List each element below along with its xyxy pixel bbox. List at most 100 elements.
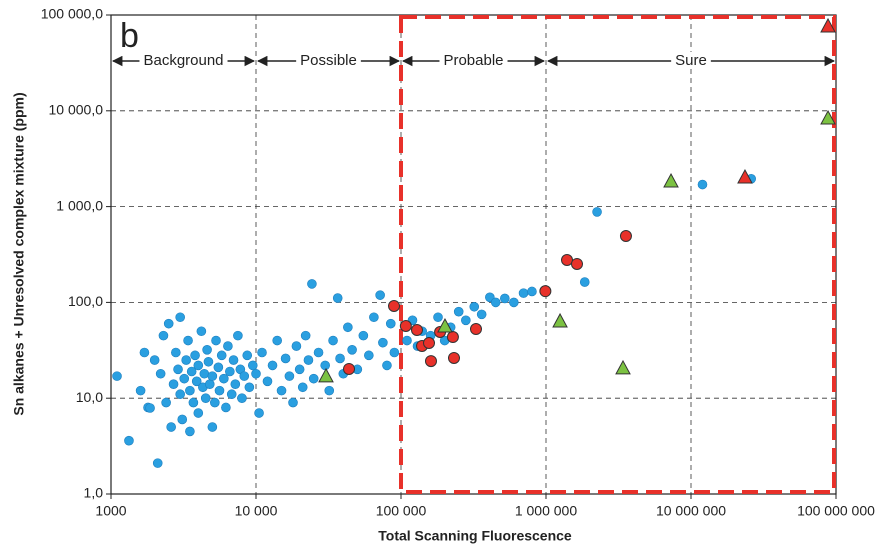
point <box>469 323 482 336</box>
y-tick-label: 100,0 <box>68 293 103 309</box>
point <box>461 315 471 326</box>
y-tick-label: 100 000,0 <box>41 6 103 22</box>
point <box>244 382 255 393</box>
triangle-point <box>663 172 679 188</box>
region-label-bg <box>439 51 508 69</box>
point <box>378 337 388 348</box>
point <box>284 371 295 381</box>
point <box>204 379 215 390</box>
point <box>228 355 239 365</box>
point <box>297 382 308 393</box>
x-tick-label: 1000 <box>95 503 126 519</box>
point <box>213 362 224 373</box>
point <box>500 293 510 304</box>
point <box>328 335 338 346</box>
x-tick-label: 10 000 <box>235 503 278 519</box>
point <box>200 393 211 404</box>
point <box>181 355 191 365</box>
point <box>276 385 287 396</box>
point <box>185 426 195 437</box>
point <box>453 306 464 317</box>
region-label: Background <box>143 52 223 69</box>
point <box>223 341 233 351</box>
point <box>247 360 258 371</box>
point <box>233 330 243 341</box>
region-label: Possible <box>300 52 357 69</box>
point <box>199 368 210 379</box>
point <box>469 301 480 312</box>
triangle-point <box>437 317 453 333</box>
y-tick-label: 10 000,0 <box>49 102 104 118</box>
point <box>267 360 278 371</box>
point <box>518 288 529 298</box>
point <box>193 360 204 371</box>
point <box>619 230 632 243</box>
point <box>294 364 305 375</box>
point <box>358 330 369 341</box>
point <box>410 324 423 337</box>
point <box>399 320 412 333</box>
point <box>402 335 412 346</box>
point <box>207 422 218 432</box>
x-tick-label: 1 000 000 <box>515 503 577 519</box>
point <box>424 355 437 368</box>
point <box>225 366 235 377</box>
point <box>179 373 190 384</box>
point <box>239 371 250 381</box>
point <box>308 373 319 384</box>
region-label: Sure <box>675 52 707 69</box>
point <box>389 347 400 358</box>
point <box>320 360 330 371</box>
panel-label: b <box>120 17 139 55</box>
point <box>375 290 385 300</box>
region-label-bg <box>139 51 228 69</box>
plot-frame <box>110 14 837 495</box>
point <box>242 350 253 361</box>
point <box>369 312 379 323</box>
point <box>509 297 519 308</box>
triangle-point <box>552 312 568 328</box>
point <box>173 364 183 375</box>
point <box>190 350 200 361</box>
point <box>476 309 487 320</box>
point <box>152 458 163 468</box>
point <box>112 371 122 381</box>
point <box>183 335 193 346</box>
triangle-point <box>318 367 334 383</box>
point <box>191 376 202 387</box>
x-tick-label: 100 000 <box>376 503 427 519</box>
point <box>385 318 396 329</box>
point <box>423 336 436 349</box>
point <box>280 353 291 364</box>
point <box>446 331 459 344</box>
point <box>207 371 218 381</box>
y-tick-label: 1,0 <box>84 485 104 501</box>
x-tick-label: 100 000 000 <box>797 503 875 519</box>
point <box>145 403 155 413</box>
point <box>171 347 181 358</box>
point <box>254 408 264 418</box>
point <box>196 326 207 337</box>
y-tick-label: 10,0 <box>76 389 103 405</box>
point <box>219 373 229 384</box>
point <box>343 362 356 375</box>
point <box>210 397 220 408</box>
point <box>257 347 267 358</box>
point <box>188 397 199 408</box>
point <box>332 293 343 303</box>
point <box>570 257 583 270</box>
point <box>388 300 401 313</box>
point <box>135 385 146 396</box>
point <box>186 366 197 377</box>
point <box>307 279 317 289</box>
point <box>382 360 392 371</box>
point <box>291 341 302 351</box>
point <box>579 277 590 287</box>
triangle-point <box>737 168 753 184</box>
point <box>335 353 345 364</box>
triangle-point <box>820 109 836 125</box>
point <box>433 312 443 323</box>
point <box>185 385 195 396</box>
triangle-point <box>820 17 836 33</box>
point <box>272 335 282 346</box>
